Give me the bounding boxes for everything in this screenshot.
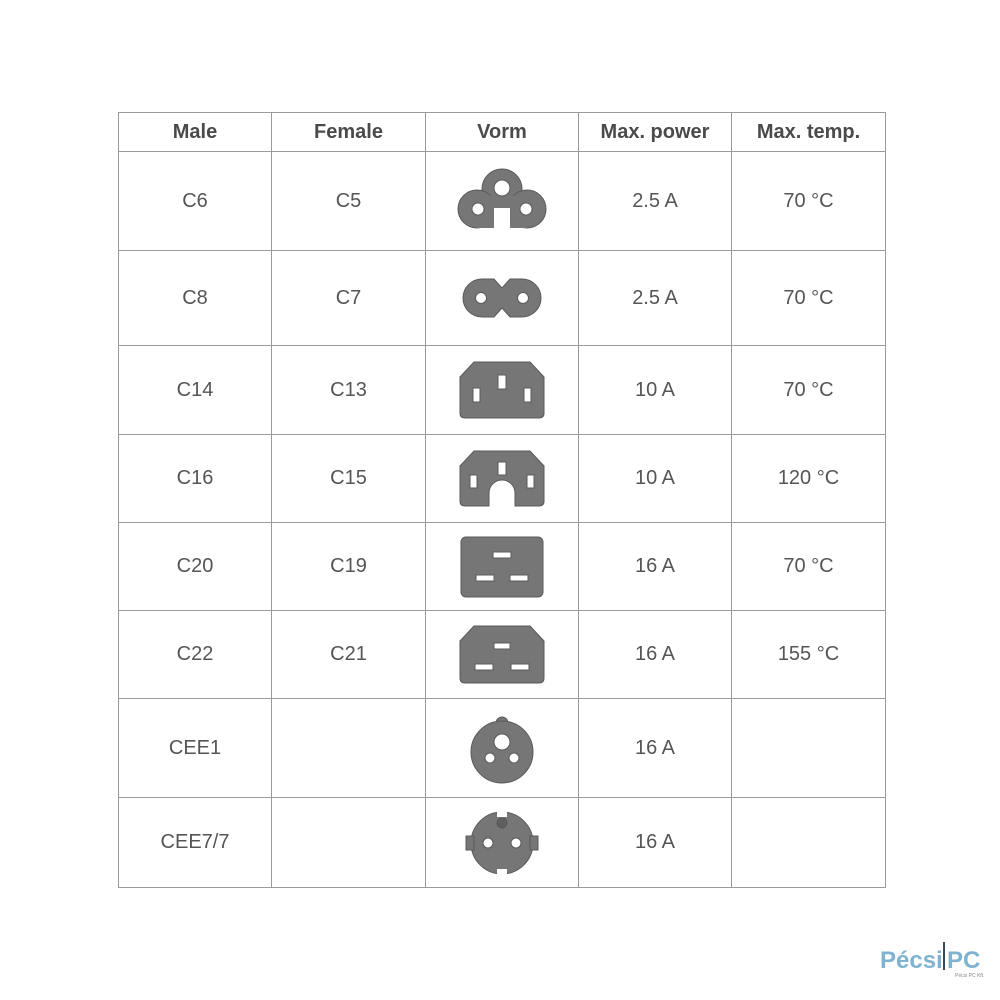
male-cell: C6 [118,151,272,251]
c5-icon [426,166,578,236]
connector-table: Male Female Vorm Max. power Max. temp. C… [118,112,886,888]
vorm-cell [425,522,579,611]
cee1-icon [426,712,578,784]
max-temp-cell: 70 °C [731,522,886,611]
vorm-cell [425,610,579,699]
table-row: C6 C5 2.5 A 70 °C [118,151,886,251]
max-temp-cell [731,698,886,798]
male-cell: CEE1 [118,698,272,798]
max-temp-cell [731,797,886,888]
male-cell: C16 [118,434,272,523]
max-power-cell: 16 A [578,610,732,699]
max-power-cell: 16 A [578,522,732,611]
vorm-cell [425,797,579,888]
c15-icon [426,449,578,509]
max-power-cell: 16 A [578,797,732,888]
max-temp-cell: 120 °C [731,434,886,523]
female-cell [271,698,426,798]
vorm-cell [425,250,579,346]
table-row: CEE1 16 A [118,698,886,798]
female-cell: C13 [271,345,426,435]
svg-text:PC: PC [947,947,980,974]
female-cell [271,797,426,888]
max-power-cell: 16 A [578,698,732,798]
header-male: Male [118,112,272,152]
vorm-cell [425,434,579,523]
male-cell: C22 [118,610,272,699]
female-cell: C15 [271,434,426,523]
vorm-cell [425,698,579,798]
max-power-cell: 10 A [578,345,732,435]
vorm-cell [425,151,579,251]
header-vorm: Vorm [425,112,579,152]
male-cell: C14 [118,345,272,435]
max-temp-cell: 70 °C [731,250,886,346]
header-max-power: Max. power [578,112,732,152]
pecsipc-logo: Pécsi PC Pécsi PC Kft. [880,940,985,980]
max-power-cell: 2.5 A [578,250,732,346]
female-cell: C19 [271,522,426,611]
header-female: Female [271,112,426,152]
vorm-cell [425,345,579,435]
max-temp-cell: 70 °C [731,151,886,251]
cee77-icon [426,808,578,878]
table-row: C16 C15 10 A 120 °C [118,434,886,523]
male-cell: C8 [118,250,272,346]
c21-icon [426,624,578,686]
male-cell: CEE7/7 [118,797,272,888]
table-row: C22 C21 16 A 155 °C [118,610,886,699]
female-cell: C7 [271,250,426,346]
table-row: C20 C19 16 A 70 °C [118,522,886,611]
c13-icon [426,359,578,421]
c19-icon [426,535,578,599]
header-row: Male Female Vorm Max. power Max. temp. [118,112,886,152]
svg-text:Pécsi: Pécsi [880,947,943,974]
female-cell: C21 [271,610,426,699]
max-temp-cell: 70 °C [731,345,886,435]
table-row: CEE7/7 16 A [118,797,886,888]
c7-icon [426,273,578,323]
header-max-temp: Max. temp. [731,112,886,152]
max-temp-cell: 155 °C [731,610,886,699]
table-row: C8 C7 2.5 A 70 °C [118,250,886,346]
male-cell: C20 [118,522,272,611]
female-cell: C5 [271,151,426,251]
table-row: C14 C13 10 A 70 °C [118,345,886,435]
max-power-cell: 10 A [578,434,732,523]
svg-text:Pécsi PC Kft.: Pécsi PC Kft. [955,973,984,979]
max-power-cell: 2.5 A [578,151,732,251]
